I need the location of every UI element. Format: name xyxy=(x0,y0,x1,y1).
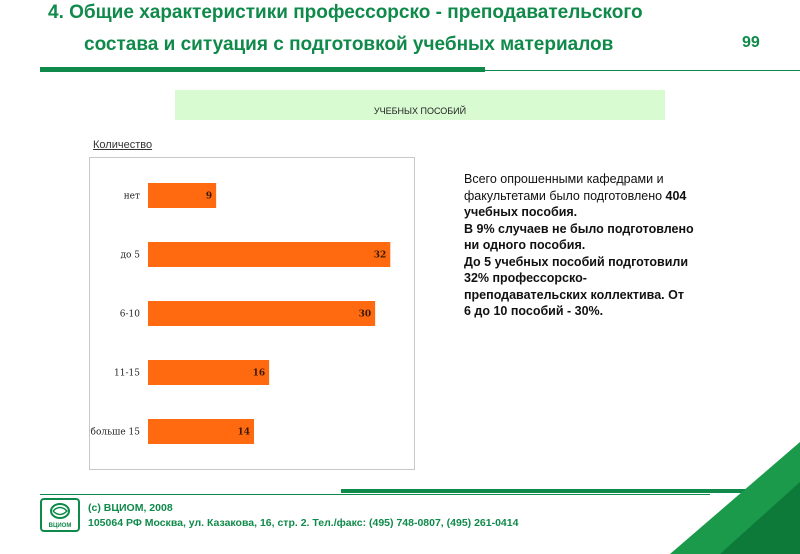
section-banner: УЧЕБНЫХ ПОСОБИЙ xyxy=(175,90,665,120)
description-para-1: Всего опрошенными кафедрами и факультета… xyxy=(464,171,694,221)
description-total: 404 учебных пособия. xyxy=(464,188,687,220)
title-line-2: состава и ситуация с подготовкой учебных… xyxy=(84,34,614,55)
description-text: Всего опрошенными кафедрами и факультета… xyxy=(464,171,694,320)
banner-text: УЧЕБНЫХ ПОСОБИЙ xyxy=(373,106,467,116)
header-divider-thin xyxy=(40,70,800,71)
category-label: до 5 xyxy=(120,251,140,261)
page-number: 99 xyxy=(742,34,760,51)
bar-value-label: 16 xyxy=(253,369,266,379)
description-intro: Всего опрошенными кафедрами и факультета… xyxy=(464,172,666,203)
corner-decoration xyxy=(670,442,800,554)
logo-emblem-icon xyxy=(50,503,70,519)
chart-frame xyxy=(89,157,415,470)
title-line-1: 4. Общие характеристики профессорско - п… xyxy=(48,2,643,23)
chart-quantity-label: Количество xyxy=(93,139,153,151)
bar xyxy=(148,242,391,267)
category-label: нет xyxy=(124,192,140,202)
category-label: 11-15 xyxy=(114,369,140,379)
vciom-logo: ВЦИОМ xyxy=(40,498,80,532)
category-label: 6-10 xyxy=(120,310,140,320)
description-para-3: До 5 учебных пособий подготовили 32% про… xyxy=(464,254,689,319)
bar xyxy=(148,360,270,385)
bar-value-label: 30 xyxy=(359,310,372,320)
bar xyxy=(148,419,254,444)
header-divider-thick xyxy=(40,67,485,72)
category-label: больше 15 xyxy=(91,427,141,438)
logo-text: ВЦИОМ xyxy=(48,523,72,529)
description-para-2: В 9% случаев не было подготовлено ни одн… xyxy=(464,221,694,253)
bar-value-label: 9 xyxy=(206,192,212,202)
bar-value-label: 14 xyxy=(237,428,250,438)
footer-copyright: (с) ВЦИОМ, 2008 xyxy=(88,502,173,514)
bar xyxy=(148,301,376,326)
bar-value-label: 32 xyxy=(374,251,387,261)
bar xyxy=(148,183,217,208)
footer-divider-thick xyxy=(341,489,800,493)
footer-address: 105064 РФ Москва, ул. Казакова, 16, стр.… xyxy=(88,517,519,529)
footer-divider-thin xyxy=(40,494,710,495)
bar-chart: нет 9 до 5 32 6-10 30 11-15 16 больше 15 14 xyxy=(91,183,391,444)
